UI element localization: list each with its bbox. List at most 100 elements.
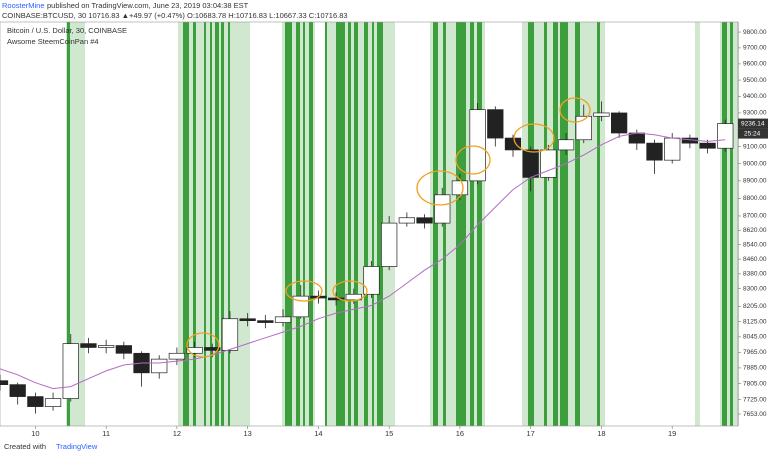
x-tick-label: 11: [102, 429, 110, 438]
footer-brand[interactable]: TradingView: [56, 442, 98, 451]
candle-body: [115, 345, 132, 354]
candle-body: [62, 343, 79, 399]
candle-body: [80, 343, 97, 348]
signal-band: [193, 22, 196, 426]
indicator-name: Awsome SteemCoinPan #4: [7, 37, 99, 46]
signal-band: [722, 22, 727, 426]
candle-body: [44, 398, 62, 407]
candle-body: [168, 352, 186, 360]
signal-band: [456, 22, 466, 426]
candle-body: [257, 320, 274, 323]
candle-body: [717, 123, 734, 149]
signal-band: [210, 22, 212, 426]
chart-title: Bitcoin / U.S. Dollar, 30, COINBASE: [7, 26, 127, 35]
signal-band: [183, 22, 189, 426]
signal-band: [336, 22, 345, 426]
y-tick-label: 9000.00: [743, 160, 767, 167]
candle-body: [522, 149, 539, 178]
footer: Created with: [4, 442, 46, 451]
candle-body: [416, 217, 433, 224]
y-tick-label: 8540.00: [743, 241, 767, 248]
candle-body: [646, 142, 663, 161]
y-tick-label: 8205.00: [743, 303, 767, 310]
candle-body: [575, 115, 592, 141]
signal-band: [597, 22, 600, 426]
candle-body: [434, 194, 451, 224]
signal-band-light: [66, 22, 85, 426]
candle-body: [557, 139, 575, 151]
y-tick-label: 9600.00: [743, 61, 767, 68]
y-tick-label: 9700.00: [743, 45, 767, 52]
candle-body: [504, 137, 522, 151]
y-tick-label: 8700.00: [743, 213, 767, 220]
y-tick-label: 9800.00: [743, 29, 767, 36]
symbol-line: COINBASE:BTCUSD, 30 10716.83 ▲+49.97 (+0…: [2, 11, 348, 20]
candle-body: [363, 266, 380, 295]
x-tick-label: 15: [385, 429, 393, 438]
author[interactable]: RoosterMine: [2, 1, 45, 10]
signal-band-light: [695, 22, 700, 426]
x-tick-label: 13: [243, 429, 251, 438]
signal-band: [377, 22, 383, 426]
candle-body: [239, 318, 256, 321]
y-tick-label: 8800.00: [743, 195, 767, 202]
signal-band: [215, 22, 219, 426]
x-tick-label: 10: [31, 429, 39, 438]
candle-body: [469, 109, 486, 182]
signal-band: [372, 22, 374, 426]
candle-body: [27, 396, 44, 407]
x-tick-label: 12: [173, 429, 181, 438]
countdown-tag: [738, 128, 768, 139]
signal-band: [309, 22, 313, 426]
y-tick-label: 9500.00: [743, 77, 767, 84]
y-tick-label: 8125.00: [743, 318, 767, 325]
candle-body: [9, 384, 26, 397]
candle-body: [593, 112, 610, 117]
signal-band: [354, 22, 358, 426]
signal-band: [285, 22, 292, 426]
signal-band: [575, 22, 580, 426]
y-tick-label: 8620.00: [743, 227, 767, 234]
candle-body: [381, 222, 398, 267]
signal-band: [560, 22, 568, 426]
countdown: 25:24: [744, 130, 761, 137]
candle-body: [186, 347, 203, 354]
candle-body: [274, 316, 292, 323]
candle-body: [664, 137, 681, 161]
signal-band-light: [178, 22, 250, 426]
signal-band: [544, 22, 547, 426]
candle-body: [151, 358, 168, 374]
candle-body: [98, 345, 115, 348]
y-tick-label: 7805.00: [743, 380, 767, 387]
last-price-tag: [738, 118, 768, 129]
signal-bands: [66, 22, 737, 426]
y-tick-label: 9400.00: [743, 93, 767, 100]
signal-band: [433, 22, 438, 426]
candle-body: [327, 297, 345, 301]
y-tick-label: 9300.00: [743, 110, 767, 117]
y-tick-label: 7725.00: [743, 396, 767, 403]
candle-body: [398, 217, 415, 224]
signal-band: [221, 22, 224, 426]
y-tick-label: 7885.00: [743, 365, 767, 372]
annotation-ellipse: [186, 332, 220, 358]
y-tick-label: 8460.00: [743, 256, 767, 263]
x-tick-label: 16: [456, 429, 464, 438]
candle-body: [451, 180, 469, 196]
candle-body: [345, 293, 362, 301]
x-tick-label: 14: [314, 429, 322, 438]
candle-body: [221, 318, 239, 351]
y-tick-label: 8300.00: [743, 285, 767, 292]
annotation-ellipse: [559, 97, 591, 123]
candle-body: [699, 142, 716, 149]
signal-band: [348, 22, 351, 426]
y-tick-label: 7653.00: [743, 411, 767, 418]
annotation-ellipse: [416, 170, 464, 206]
signal-band: [204, 22, 206, 426]
annotation-ellipse: [513, 123, 555, 153]
signal-band: [477, 22, 482, 426]
signal-band: [443, 22, 446, 426]
signal-band: [303, 22, 305, 426]
signal-band: [296, 22, 300, 426]
